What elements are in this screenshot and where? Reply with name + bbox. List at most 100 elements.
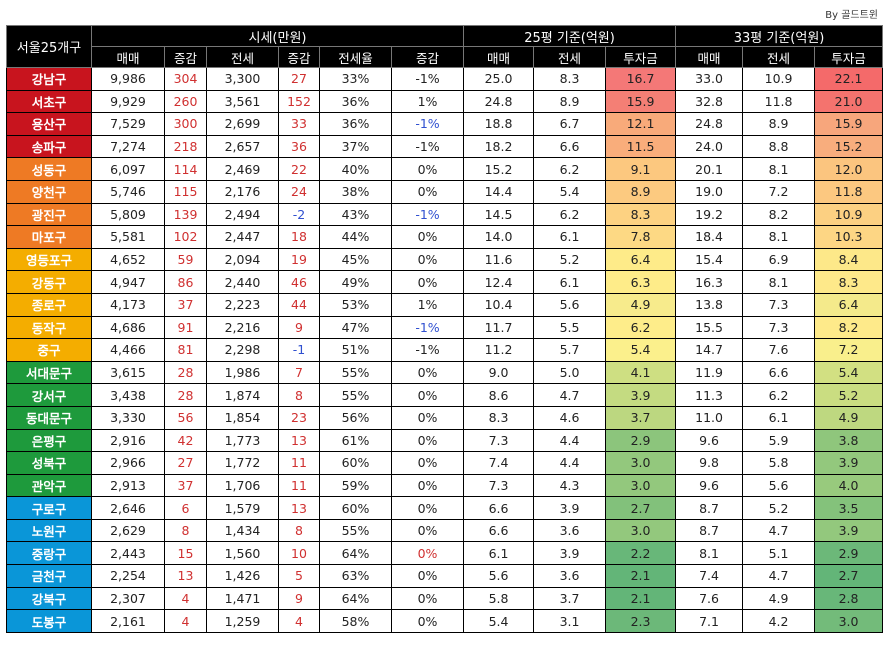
table-row: 노원구 2,629 8 1,434 8 55% 0% 6.6 3.6 3.0 8.7 4.7 3.9 (6, 518, 884, 543)
col-33-invest-cell: 4.0 (814, 473, 884, 498)
col-ratio-change-cell: 0% (390, 383, 465, 407)
col-25-jeonse-cell: 5.2 (533, 247, 607, 272)
col-sale-cell: 3,615 (91, 360, 165, 385)
col-ratio-change-cell: 0% (390, 586, 465, 611)
col-ratio-change-cell: 0% (390, 496, 465, 520)
col-ratio-change-cell: -1% (390, 315, 465, 340)
col-jeonse-change-header: 증감 (278, 46, 320, 68)
col-jeonse-cell: 3,561 (206, 89, 279, 114)
col-jeonse-ratio-cell: 56% (319, 405, 392, 430)
col-33-jeonse-cell: 4.7 (742, 564, 816, 588)
col-33-jeonse-cell: 10.9 (742, 67, 816, 91)
col-jeonse-cell: 1,560 (206, 541, 279, 566)
col-33-sale-cell: 15.5 (675, 315, 744, 340)
col-25-jeonse-cell: 5.0 (533, 360, 607, 385)
col-ratio-change-cell: 0% (390, 541, 465, 566)
col-sale-change-cell: 15 (164, 541, 207, 566)
table-row: 도봉구 2,161 4 1,259 4 58% 0% 5.4 3.1 2.3 7.1 4.2 3.0 (6, 609, 884, 633)
table-row: 송파구 7,274 218 2,657 36 37% -1% 18.2 6.6 11.5 24.0 8… (6, 134, 884, 159)
col-25-sale-cell: 5.6 (463, 564, 535, 588)
col-jeonse-change-cell: 5 (278, 564, 320, 588)
col-25-jeonse-cell: 6.6 (533, 134, 607, 159)
col-33-sale-cell: 16.3 (675, 270, 744, 294)
col-25-sale-cell: 8.6 (463, 383, 535, 407)
table-row: 중랑구 2,443 15 1,560 10 64% 0% 6.1 3.9 2.2 8.1 5.1 2.9 (6, 541, 884, 566)
col-25-invest-cell: 6.2 (605, 315, 677, 340)
col-25-invest-cell: 2.3 (605, 609, 677, 633)
col-sale-change-cell: 91 (164, 315, 207, 340)
col-33-jeonse-cell: 11.8 (742, 89, 816, 114)
col-25-invest-cell: 3.9 (605, 383, 677, 407)
col-25-invest-header: 투자금 (605, 46, 677, 68)
col-33-jeonse-cell: 5.9 (742, 428, 816, 453)
table-row: 관악구 2,913 37 1,706 11 59% 0% 7.3 4.3 3.0 9.6 5.6 4.0 (6, 473, 884, 498)
col-25-sale-cell: 14.4 (463, 179, 535, 204)
district-name: 중랑구 (6, 541, 92, 566)
col-sale-cell: 2,629 (91, 518, 165, 543)
col-25-invest-cell: 2.1 (605, 564, 677, 588)
col-ratio-change-cell: -1% (390, 134, 465, 159)
col-33-sale-cell: 11.3 (675, 383, 744, 407)
col-jeonse-ratio-header: 전세율 (319, 46, 392, 68)
group-header-33py: 33평 기준(억원) (675, 25, 884, 47)
group-header-25py: 25평 기준(억원) (463, 25, 677, 47)
col-33-sale-cell: 18.4 (675, 225, 744, 249)
table-row: 강서구 3,438 28 1,874 8 55% 0% 8.6 4.7 3.9 11.3 6.2 5.2 (6, 383, 884, 407)
col-25-sale-cell: 5.8 (463, 586, 535, 611)
col-25-sale-cell: 7.4 (463, 451, 535, 475)
col-jeonse-cell: 1,259 (206, 609, 279, 633)
district-name: 도봉구 (6, 609, 92, 633)
col-jeonse-cell: 1,986 (206, 360, 279, 385)
col-sale-change-cell: 27 (164, 451, 207, 475)
col-25-sale-cell: 24.8 (463, 89, 535, 114)
col-ratio-change-cell: 0% (390, 270, 465, 294)
col-25-jeonse-cell: 8.9 (533, 89, 607, 114)
col-jeonse-change-cell: 11 (278, 473, 320, 498)
table-row: 광진구 5,809 139 2,494 -2 43% -1% 14.5 6.2 8.3 19.2 8.… (6, 202, 884, 227)
col-25-jeonse-cell: 3.1 (533, 609, 607, 633)
seoul-district-table: 서울25개구 시세(만원) 25평 기준(억원) 33평 기준(억원) 매매 증감… (6, 25, 884, 633)
col-ratio-change-cell: 1% (390, 292, 465, 317)
col-sale-change-cell: 59 (164, 247, 207, 272)
col-25-jeonse-cell: 3.7 (533, 586, 607, 611)
district-name: 강남구 (6, 67, 92, 91)
col-sale-change-cell: 42 (164, 428, 207, 453)
col-sale-cell: 4,173 (91, 292, 165, 317)
col-25-sale-cell: 14.0 (463, 225, 535, 249)
col-25-invest-cell: 2.9 (605, 428, 677, 453)
col-jeonse-ratio-cell: 43% (319, 202, 392, 227)
district-name: 양천구 (6, 179, 92, 204)
col-25-sale-cell: 14.5 (463, 202, 535, 227)
col-25-jeonse-cell: 6.7 (533, 112, 607, 136)
col-jeonse-cell: 1,434 (206, 518, 279, 543)
col-jeonse-change-cell: 9 (278, 586, 320, 611)
table-row: 동대문구 3,330 56 1,854 23 56% 0% 8.3 4.6 3.7 11.0 6.1 4… (6, 405, 884, 430)
col-jeonse-ratio-cell: 59% (319, 473, 392, 498)
col-sale-cell: 2,307 (91, 586, 165, 611)
col-sale-change-cell: 260 (164, 89, 207, 114)
col-33-jeonse-cell: 8.1 (742, 270, 816, 294)
col-33-sale-header: 매매 (675, 46, 744, 68)
author-credit: By 골드트윈 (825, 10, 878, 21)
col-33-jeonse-cell: 4.7 (742, 518, 816, 543)
col-jeonse-change-cell: 36 (278, 134, 320, 159)
col-jeonse-cell: 2,447 (206, 225, 279, 249)
col-25-sale-cell: 6.6 (463, 496, 535, 520)
col-25-jeonse-cell: 3.9 (533, 496, 607, 520)
col-33-sale-cell: 7.6 (675, 586, 744, 611)
col-jeonse-ratio-cell: 51% (319, 338, 392, 362)
col-33-sale-cell: 8.7 (675, 496, 744, 520)
table-row: 서초구 9,929 260 3,561 152 36% 1% 24.8 8.9 15.9 32.8 1… (6, 89, 884, 114)
col-25-invest-cell: 9.1 (605, 157, 677, 181)
col-ratio-change-cell: 0% (390, 518, 465, 543)
col-33-invest-cell: 15.2 (814, 134, 884, 159)
col-sale-change-cell: 218 (164, 134, 207, 159)
col-33-jeonse-cell: 8.8 (742, 134, 816, 159)
col-jeonse-cell: 2,469 (206, 157, 279, 181)
col-25-jeonse-cell: 4.6 (533, 405, 607, 430)
col-sale-cell: 4,466 (91, 338, 165, 362)
col-33-jeonse-cell: 7.3 (742, 292, 816, 317)
col-33-sale-cell: 11.9 (675, 360, 744, 385)
col-25-jeonse-cell: 3.6 (533, 564, 607, 588)
col-33-sale-cell: 9.6 (675, 473, 744, 498)
